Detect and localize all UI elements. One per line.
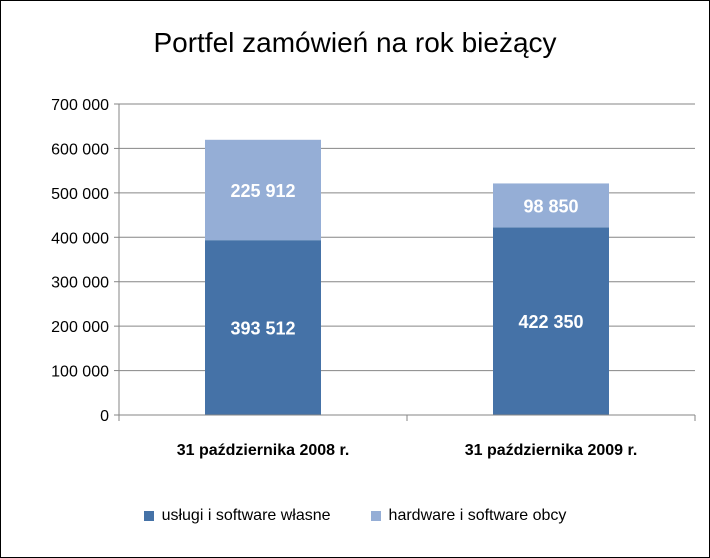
legend-label-own: usługi i software własne: [161, 507, 331, 524]
chart-plot: 0 100 000 200 000 300 000 400 000 500 000 600 …: [51, 97, 696, 459]
legend-item-own: usługi i software własne: [143, 507, 331, 525]
y-tick-label: 500 000: [51, 186, 109, 203]
y-tick-label: 0: [100, 408, 109, 425]
x-category-label: 31 października 2008 r.: [177, 442, 350, 459]
chart-legend: usługi i software własne hardware i soft…: [1, 507, 709, 525]
y-tick-label: 400 000: [51, 230, 109, 247]
data-label: 393 512: [230, 319, 295, 339]
y-tick-label: 300 000: [51, 275, 109, 292]
x-category-label: 31 października 2009 r.: [465, 442, 638, 459]
data-label: 98 850: [523, 196, 578, 216]
y-tick-label: 600 000: [51, 141, 109, 158]
y-tick-label: 100 000: [51, 364, 109, 381]
legend-label-external: hardware i software obcy: [388, 507, 567, 524]
legend-item-external: hardware i software obcy: [370, 507, 567, 525]
data-label: 422 350: [518, 312, 583, 332]
bar-external-0: [205, 139, 321, 241]
chart-title: Portfel zamówień na rok bieżący: [153, 27, 557, 58]
bar-own-0: [205, 240, 321, 415]
y-tick-label: 200 000: [51, 319, 109, 336]
bar-own-1: [493, 227, 609, 415]
y-tick-label: 700 000: [51, 97, 109, 114]
legend-swatch-own: [143, 511, 154, 521]
data-label: 225 912: [230, 181, 295, 201]
legend-swatch-external: [370, 511, 381, 521]
bar-external-1: [493, 183, 609, 228]
